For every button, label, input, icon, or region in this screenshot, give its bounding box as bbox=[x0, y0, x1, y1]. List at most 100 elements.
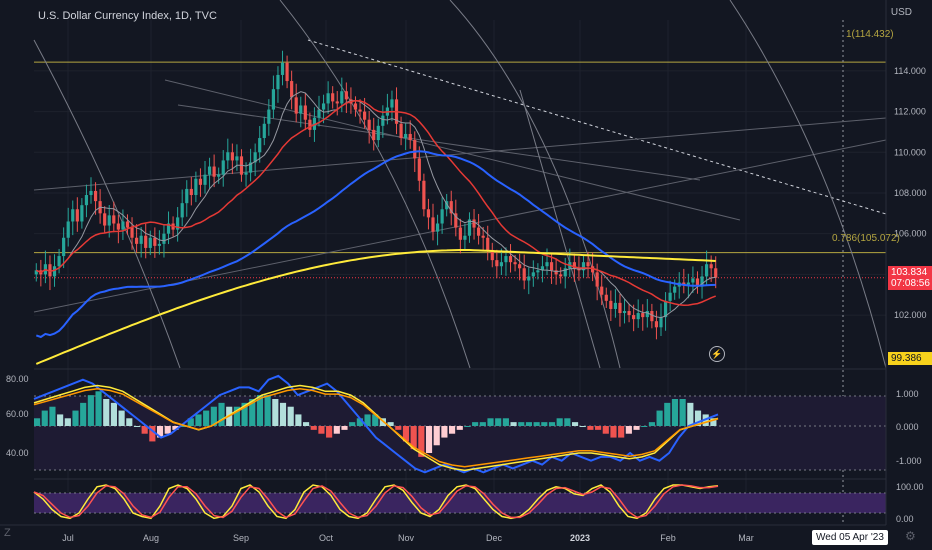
candle-body bbox=[508, 256, 513, 263]
histogram-bar bbox=[433, 426, 440, 446]
candle-body bbox=[586, 262, 590, 267]
osc2-band bbox=[34, 493, 886, 513]
candle-body bbox=[185, 188, 189, 204]
candle-body bbox=[554, 270, 558, 275]
histogram-bar bbox=[587, 426, 594, 430]
trendline-dashed bbox=[307, 39, 887, 215]
candle-body bbox=[691, 278, 695, 283]
osc2-right-tick: 100.00 bbox=[896, 482, 924, 492]
fib-arc bbox=[33, 39, 181, 369]
candle-body bbox=[709, 264, 713, 269]
histogram-bar bbox=[218, 402, 225, 426]
histogram-bar bbox=[149, 426, 156, 442]
candle-body bbox=[686, 282, 690, 285]
histogram-bar bbox=[487, 418, 494, 426]
histogram-bar bbox=[318, 426, 325, 434]
candle-body bbox=[668, 292, 672, 301]
candle-body bbox=[622, 311, 627, 314]
candle-body bbox=[581, 262, 586, 271]
candle-body bbox=[714, 268, 718, 278]
candle-body bbox=[326, 93, 330, 104]
candle-body bbox=[618, 302, 622, 314]
histogram-bar bbox=[541, 422, 548, 426]
candle-body bbox=[422, 180, 426, 210]
candle-body bbox=[130, 227, 134, 238]
histogram-bar bbox=[425, 426, 433, 453]
candle-body bbox=[376, 125, 380, 141]
histogram-bar bbox=[479, 422, 486, 426]
candle-body bbox=[66, 221, 70, 238]
candle-body bbox=[103, 213, 107, 226]
histogram-bar bbox=[694, 410, 702, 426]
candle-body bbox=[116, 223, 120, 230]
candle-body bbox=[258, 138, 262, 153]
histogram-bar bbox=[41, 410, 48, 426]
candle-body bbox=[340, 91, 344, 104]
histogram-bar bbox=[49, 406, 56, 426]
candle-body bbox=[121, 221, 125, 230]
candle-body bbox=[413, 140, 417, 159]
chart-title: U.S. Dollar Currency Index, 1D, TVC bbox=[38, 10, 217, 22]
candle-body bbox=[303, 105, 307, 120]
candle-body bbox=[107, 215, 111, 226]
corner-logo[interactable]: Z bbox=[4, 527, 11, 539]
candle-body bbox=[144, 235, 148, 248]
histogram-bar bbox=[233, 406, 240, 426]
time-tick-label: Oct bbox=[319, 533, 334, 543]
candle-body bbox=[627, 311, 631, 316]
histogram-bar bbox=[548, 422, 556, 426]
candle-body bbox=[440, 209, 444, 224]
time-tick-label: Aug bbox=[143, 533, 159, 543]
candle-body bbox=[463, 235, 467, 240]
histogram-bar bbox=[525, 422, 533, 426]
candle-body bbox=[312, 117, 317, 130]
histogram-bar bbox=[579, 426, 586, 427]
candle-body bbox=[495, 260, 499, 267]
fib-arc bbox=[449, 0, 621, 369]
candle-body bbox=[408, 133, 412, 141]
candle-body bbox=[481, 235, 485, 238]
candle-body bbox=[527, 276, 531, 281]
level-price-tag: 99.386 bbox=[888, 352, 932, 365]
candle-body bbox=[157, 243, 161, 246]
candle-body bbox=[504, 256, 508, 263]
candle-body bbox=[230, 152, 234, 161]
histogram-bar bbox=[210, 406, 217, 426]
candle-body bbox=[572, 262, 576, 269]
histogram-bar bbox=[187, 418, 194, 426]
candle-body bbox=[367, 119, 371, 130]
trendline bbox=[177, 104, 701, 181]
candle-body bbox=[89, 190, 93, 196]
histogram-bar bbox=[103, 399, 110, 426]
candle-body bbox=[189, 188, 193, 196]
candle-body bbox=[663, 300, 668, 318]
histogram-bar bbox=[118, 410, 125, 426]
candle-body bbox=[217, 174, 221, 177]
histogram-bar bbox=[180, 426, 187, 427]
price-tick-label: 114.000 bbox=[894, 66, 926, 76]
candle-body bbox=[518, 264, 522, 269]
candle-body bbox=[162, 233, 166, 244]
osc1-signal-line bbox=[33, 387, 719, 468]
histogram-bar bbox=[310, 426, 317, 430]
candle-body bbox=[290, 81, 294, 98]
candle-body bbox=[262, 123, 266, 139]
histogram-bar bbox=[464, 426, 471, 427]
candle-body bbox=[513, 262, 517, 265]
histogram-bar bbox=[110, 402, 118, 426]
candle-body bbox=[613, 302, 617, 309]
candle-body bbox=[650, 311, 654, 322]
osc1-slow-line bbox=[33, 384, 719, 472]
histogram-bar bbox=[410, 426, 417, 450]
candle-body bbox=[659, 317, 663, 328]
candle-body bbox=[609, 300, 613, 309]
candle-body bbox=[695, 278, 700, 287]
candle-body bbox=[267, 109, 271, 124]
gear-icon[interactable]: ⚙ bbox=[905, 529, 916, 543]
ma-mid-line bbox=[35, 100, 716, 307]
candle-body bbox=[244, 172, 248, 175]
candle-body bbox=[467, 219, 472, 236]
flash-icon[interactable]: ⚡ bbox=[709, 346, 725, 362]
histogram-bar bbox=[402, 426, 410, 442]
